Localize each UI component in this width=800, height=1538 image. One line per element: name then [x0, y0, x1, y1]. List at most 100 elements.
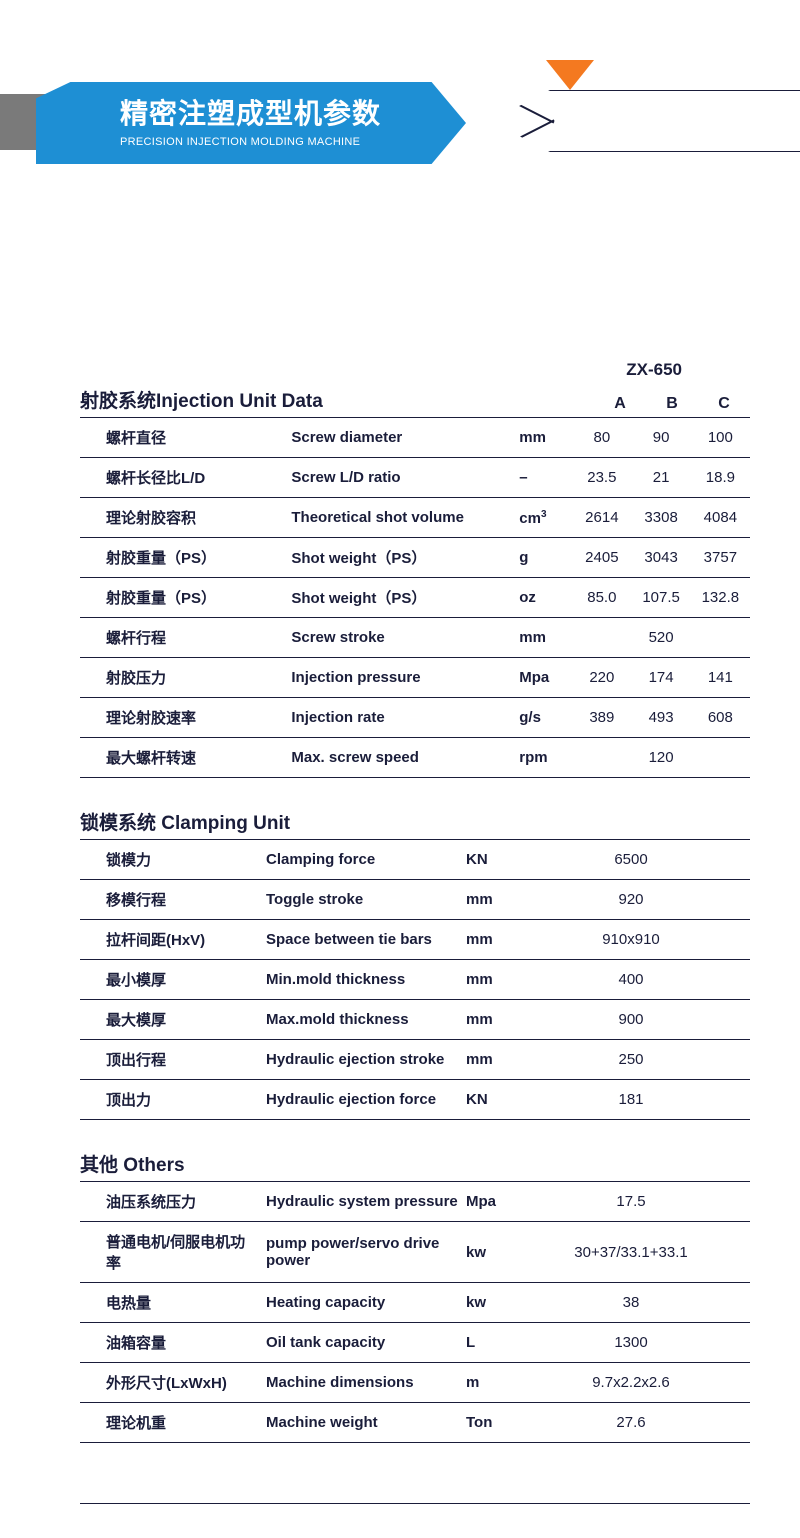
param-value: 520: [572, 618, 750, 658]
table-row: 螺杆长径比L/DScrew L/D ratio–23.52118.9: [80, 458, 750, 498]
param-cn: 射胶重量（PS）: [80, 578, 287, 618]
section-title-en: Others: [118, 1155, 185, 1176]
param-en: Injection rate: [287, 698, 515, 738]
param-cn: 射胶压力: [80, 658, 287, 698]
param-en: Hydraulic ejection force: [262, 1080, 462, 1120]
param-unit: g/s: [515, 698, 572, 738]
param-en: Toggle stroke: [262, 880, 462, 920]
param-cn: 电热量: [80, 1283, 262, 1323]
param-value: 250: [512, 1040, 750, 1080]
param-value: 220: [572, 658, 631, 698]
spec-table: 螺杆直径Screw diametermm8090100螺杆长径比L/DScrew…: [80, 417, 750, 778]
table-row: 锁模力Clamping forceKN6500: [80, 840, 750, 880]
param-en: Hydraulic ejection stroke: [262, 1040, 462, 1080]
param-cn: 最小模厚: [80, 960, 262, 1000]
param-unit: kw: [462, 1222, 512, 1283]
page-header: 精密注塑成型机参数 PRECISION INJECTION MOLDING MA…: [0, 0, 800, 170]
param-cn: 最大螺杆转速: [80, 738, 287, 778]
param-value: 9.7x2.2x2.6: [512, 1363, 750, 1403]
param-cn: 最大模厚: [80, 1000, 262, 1040]
param-value: 141: [691, 658, 750, 698]
table-row: 顶出力Hydraulic ejection forceKN181: [80, 1080, 750, 1120]
table-row: 射胶重量（PS）Shot weight（PS）g240530433757: [80, 538, 750, 578]
param-en: Shot weight（PS）: [287, 578, 515, 618]
param-value: 85.0: [572, 578, 631, 618]
param-cn: 外形尺寸(LxWxH): [80, 1363, 262, 1403]
param-cn: 移模行程: [80, 880, 262, 920]
section-title: 其他 Others: [80, 1150, 750, 1177]
param-unit: mm: [462, 920, 512, 960]
table-row: 移模行程Toggle strokemm920: [80, 880, 750, 920]
param-unit: cm3: [515, 498, 572, 538]
param-value: 400: [512, 960, 750, 1000]
variant-label: C: [698, 395, 750, 413]
param-unit: kw: [462, 1283, 512, 1323]
param-cn: 油箱容量: [80, 1323, 262, 1363]
param-en: Max.mold thickness: [262, 1000, 462, 1040]
table-row: 射胶重量（PS）Shot weight（PS）oz85.0107.5132.8: [80, 578, 750, 618]
section-title-en: Clamping Unit: [156, 813, 290, 834]
orange-arrow-icon: [546, 60, 594, 90]
table-row: 螺杆直径Screw diametermm8090100: [80, 418, 750, 458]
param-cn: 螺杆长径比L/D: [80, 458, 287, 498]
param-unit: Ton: [462, 1403, 512, 1443]
param-value: 80: [572, 418, 631, 458]
param-value: 21: [631, 458, 690, 498]
param-value: 38: [512, 1283, 750, 1323]
section-title-cn: 其他: [80, 1155, 118, 1176]
variant-label: A: [594, 395, 646, 413]
param-unit: mm: [462, 1000, 512, 1040]
param-unit: KN: [462, 1080, 512, 1120]
param-value: 4084: [691, 498, 750, 538]
param-cn: 螺杆行程: [80, 618, 287, 658]
param-unit: mm: [515, 618, 572, 658]
right-chevron-outline: [490, 90, 800, 152]
param-value: 910x910: [512, 920, 750, 960]
param-cn: 拉杆间距(HxV): [80, 920, 262, 960]
param-unit: Mpa: [515, 658, 572, 698]
param-value: 3043: [631, 538, 690, 578]
param-value: 120: [572, 738, 750, 778]
table-row: 射胶压力Injection pressureMpa220174141: [80, 658, 750, 698]
param-en: Max. screw speed: [287, 738, 515, 778]
table-row: 油箱容量Oil tank capacityL1300: [80, 1323, 750, 1363]
table-row: 普通电机/伺服电机功率pump power/servo drive powerk…: [80, 1222, 750, 1283]
param-value: 2614: [572, 498, 631, 538]
param-value: 17.5: [512, 1182, 750, 1222]
param-unit: mm: [515, 418, 572, 458]
table-row: 油压系统压力Hydraulic system pressureMpa17.5: [80, 1182, 750, 1222]
footer-rule: [80, 1503, 750, 1504]
section-title-en: Injection Unit Data: [156, 391, 323, 413]
param-unit: –: [515, 458, 572, 498]
table-row: 拉杆间距(HxV)Space between tie barsmm910x910: [80, 920, 750, 960]
variant-labels: ABC: [594, 395, 750, 413]
table-row: 理论射胶容积Theoretical shot volumecm326143308…: [80, 498, 750, 538]
variant-label: B: [646, 395, 698, 413]
param-en: Oil tank capacity: [262, 1323, 462, 1363]
param-value: 107.5: [631, 578, 690, 618]
spec-table: 油压系统压力Hydraulic system pressureMpa17.5普通…: [80, 1181, 750, 1443]
section-title: 射胶系统 Injection Unit Data ABC: [80, 386, 750, 413]
param-unit: L: [462, 1323, 512, 1363]
param-value: 100: [691, 418, 750, 458]
table-row: 螺杆行程Screw strokemm520: [80, 618, 750, 658]
param-unit: mm: [462, 960, 512, 1000]
title-en: PRECISION INJECTION MOLDING MACHINE: [120, 136, 466, 148]
param-en: Hydraulic system pressure: [262, 1182, 462, 1222]
param-en: Shot weight（PS）: [287, 538, 515, 578]
param-cn: 螺杆直径: [80, 418, 287, 458]
param-value: 920: [512, 880, 750, 920]
param-cn: 射胶重量（PS）: [80, 538, 287, 578]
param-cn: 理论射胶容积: [80, 498, 287, 538]
table-row: 最大螺杆转速Max. screw speedrpm120: [80, 738, 750, 778]
section-title-cn: 射胶系统: [80, 386, 156, 413]
param-cn: 顶出力: [80, 1080, 262, 1120]
model-code: ZX-650: [80, 360, 750, 380]
param-value: 3757: [691, 538, 750, 578]
table-row: 理论机重Machine weightTon27.6: [80, 1403, 750, 1443]
param-unit: oz: [515, 578, 572, 618]
param-en: Screw stroke: [287, 618, 515, 658]
param-value: 132.8: [691, 578, 750, 618]
param-value: 3308: [631, 498, 690, 538]
param-value: 30+37/33.1+33.1: [512, 1222, 750, 1283]
